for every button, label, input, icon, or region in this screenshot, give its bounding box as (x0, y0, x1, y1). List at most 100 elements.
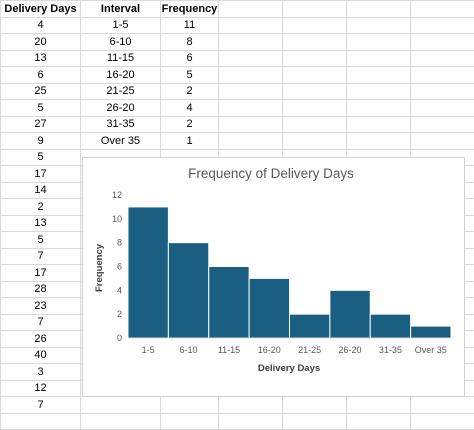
empty-cell[interactable] (347, 83, 411, 100)
empty-cell[interactable] (347, 116, 411, 133)
interval-cell[interactable]: 26-20 (81, 100, 161, 117)
empty-cell[interactable] (1, 413, 81, 430)
empty-cell[interactable] (219, 83, 283, 100)
frequency-cell[interactable]: 4 (161, 100, 219, 117)
empty-cell[interactable] (347, 100, 411, 117)
empty-cell[interactable] (219, 116, 283, 133)
empty-cell[interactable] (283, 67, 347, 84)
delivery-days-cell[interactable]: 13 (1, 50, 81, 67)
empty-cell[interactable] (347, 1, 411, 18)
empty-cell[interactable] (283, 397, 347, 414)
frequency-cell[interactable]: 5 (161, 67, 219, 84)
empty-cell[interactable] (283, 1, 347, 18)
empty-cell[interactable] (219, 17, 283, 34)
delivery-days-cell[interactable]: 28 (1, 281, 81, 298)
empty-cell[interactable] (81, 413, 161, 430)
empty-cell[interactable] (411, 100, 474, 117)
empty-cell[interactable] (411, 34, 474, 51)
delivery-days-cell[interactable]: 7 (1, 397, 81, 414)
frequency-cell[interactable]: 2 (161, 116, 219, 133)
empty-cell[interactable] (219, 34, 283, 51)
interval-cell[interactable]: 11-15 (81, 50, 161, 67)
interval-cell[interactable]: 1-5 (81, 17, 161, 34)
empty-cell[interactable] (283, 34, 347, 51)
delivery-days-cell[interactable]: 2 (1, 199, 81, 216)
frequency-cell[interactable]: 1 (161, 133, 219, 150)
column-header[interactable]: Delivery Days (1, 1, 81, 18)
frequency-cell[interactable]: 11 (161, 17, 219, 34)
interval-cell[interactable]: 6-10 (81, 34, 161, 51)
empty-cell[interactable] (411, 1, 474, 18)
empty-cell[interactable] (411, 116, 474, 133)
delivery-days-cell[interactable]: 14 (1, 182, 81, 199)
empty-cell[interactable] (347, 50, 411, 67)
frequency-cell[interactable]: 2 (161, 83, 219, 100)
frequency-cell[interactable]: 8 (161, 34, 219, 51)
histogram-bar (168, 243, 208, 338)
delivery-days-cell[interactable]: 26 (1, 331, 81, 348)
empty-cell[interactable] (161, 413, 219, 430)
empty-cell[interactable] (283, 116, 347, 133)
empty-cell[interactable] (411, 83, 474, 100)
frequency-cell[interactable]: 6 (161, 50, 219, 67)
delivery-days-cell[interactable]: 5 (1, 232, 81, 249)
empty-cell[interactable] (347, 413, 411, 430)
empty-cell[interactable] (283, 100, 347, 117)
interval-cell[interactable]: Over 35 (81, 133, 161, 150)
empty-cell[interactable] (81, 397, 161, 414)
empty-cell[interactable] (219, 100, 283, 117)
histogram-chart[interactable]: Frequency of Delivery Days Frequency Del… (82, 157, 465, 397)
histogram-bar (209, 267, 249, 339)
interval-cell[interactable]: 16-20 (81, 67, 161, 84)
empty-cell[interactable] (219, 133, 283, 150)
empty-cell[interactable] (161, 397, 219, 414)
empty-cell[interactable] (411, 50, 474, 67)
x-tick-label: 1-5 (142, 345, 155, 355)
empty-cell[interactable] (411, 17, 474, 34)
delivery-days-cell[interactable]: 4 (1, 17, 81, 34)
empty-cell[interactable] (411, 413, 474, 430)
delivery-days-cell[interactable]: 40 (1, 347, 81, 364)
delivery-days-cell[interactable]: 12 (1, 380, 81, 397)
y-tick-label: 6 (117, 262, 122, 272)
interval-cell[interactable]: 21-25 (81, 83, 161, 100)
delivery-days-cell[interactable]: 25 (1, 83, 81, 100)
column-header[interactable]: Frequency (161, 1, 219, 18)
empty-cell[interactable] (411, 67, 474, 84)
delivery-days-cell[interactable]: 17 (1, 166, 81, 183)
empty-cell[interactable] (411, 133, 474, 150)
empty-cell[interactable] (283, 413, 347, 430)
delivery-days-cell[interactable]: 20 (1, 34, 81, 51)
empty-cell[interactable] (347, 67, 411, 84)
interval-cell[interactable]: 31-35 (81, 116, 161, 133)
empty-cell[interactable] (347, 17, 411, 34)
empty-cell[interactable] (283, 133, 347, 150)
empty-cell[interactable] (347, 397, 411, 414)
delivery-days-cell[interactable]: 5 (1, 149, 81, 166)
empty-cell[interactable] (219, 397, 283, 414)
x-tick-label: 21-25 (298, 345, 321, 355)
empty-cell[interactable] (283, 17, 347, 34)
empty-cell[interactable] (411, 397, 474, 414)
delivery-days-cell[interactable]: 3 (1, 364, 81, 381)
empty-cell[interactable] (347, 133, 411, 150)
empty-cell[interactable] (219, 1, 283, 18)
delivery-days-cell[interactable]: 13 (1, 215, 81, 232)
delivery-days-cell[interactable]: 17 (1, 265, 81, 282)
empty-cell[interactable] (283, 50, 347, 67)
column-header[interactable]: Interval (81, 1, 161, 18)
delivery-days-cell[interactable]: 9 (1, 133, 81, 150)
delivery-days-cell[interactable]: 27 (1, 116, 81, 133)
empty-cell[interactable] (283, 83, 347, 100)
delivery-days-cell[interactable]: 23 (1, 298, 81, 315)
delivery-days-cell[interactable]: 6 (1, 67, 81, 84)
delivery-days-cell[interactable]: 7 (1, 314, 81, 331)
empty-cell[interactable] (219, 50, 283, 67)
empty-cell[interactable] (219, 413, 283, 430)
delivery-days-cell[interactable]: 5 (1, 100, 81, 117)
delivery-days-cell[interactable]: 7 (1, 248, 81, 265)
empty-cell[interactable] (347, 34, 411, 51)
empty-cell[interactable] (219, 67, 283, 84)
